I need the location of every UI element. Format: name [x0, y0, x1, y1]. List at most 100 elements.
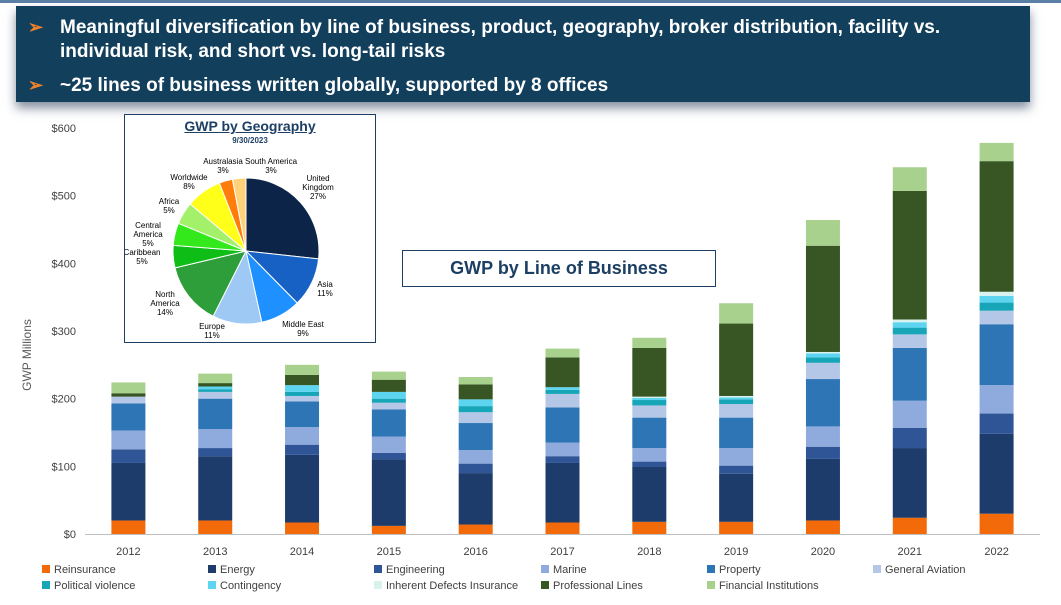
- bar-segment-engineering: [458, 463, 493, 474]
- y-tick-label: $0: [64, 529, 76, 541]
- bar-segment-contingency: [632, 397, 667, 401]
- bar-segment-marine: [198, 429, 233, 449]
- bar-segment-professional-lines: [285, 374, 320, 386]
- bar-segment-reinsurance: [892, 517, 927, 534]
- top-rule: [0, 0, 1061, 3]
- legend-label: Engineering: [386, 564, 445, 576]
- pie-slice-north-america: [174, 250, 247, 317]
- bar-segment-reinsurance: [805, 520, 840, 534]
- bar-segment-inherent-defects-insurance: [632, 396, 667, 398]
- bar-segment-political-violence: [371, 398, 406, 403]
- legend-item: Energy: [208, 563, 255, 577]
- legend-swatch: [707, 581, 715, 589]
- bar-segment-political-violence: [632, 400, 667, 406]
- bar-segment-marine: [805, 426, 840, 447]
- legend-swatch: [707, 565, 715, 573]
- x-tick-label: 2013: [203, 546, 227, 558]
- bar-segment-reinsurance: [111, 520, 146, 534]
- bar-segment-property: [979, 324, 1014, 386]
- pie-slice-label: Middle East 9%: [282, 320, 325, 338]
- bar-segment-energy: [198, 456, 233, 521]
- bar-segment-marine: [111, 430, 146, 450]
- bar-segment-marine: [371, 436, 406, 453]
- bar-segment-inherent-defects-insurance: [892, 319, 927, 323]
- bar-segment-contingency: [458, 399, 493, 407]
- bar-segment-property: [371, 409, 406, 437]
- bar-segment-marine: [285, 427, 320, 445]
- bar-segment-energy: [632, 467, 667, 522]
- bar-segment-reinsurance: [285, 522, 320, 534]
- legend-swatch: [873, 565, 881, 573]
- pie-slice-label: Australasia 3%: [203, 157, 243, 175]
- legend-label: Contingency: [220, 580, 282, 592]
- bar-segment-energy: [719, 473, 754, 522]
- bar-segment-property: [285, 401, 320, 428]
- x-tick-label: 2019: [724, 546, 748, 558]
- bar-segment-marine: [719, 448, 754, 466]
- bar-segment-marine: [892, 400, 927, 428]
- bar-segment-reinsurance: [371, 525, 406, 534]
- bar-segment-financial-institutions: [719, 303, 754, 324]
- bar-segment-financial-institutions: [371, 371, 406, 380]
- bar-segment-contingency: [719, 397, 754, 400]
- bar-segment-property: [545, 407, 580, 443]
- bar-segment-general-aviation: [632, 405, 667, 418]
- legend-label: Inherent Defects Insurance: [386, 580, 519, 592]
- legend-label: Financial Institutions: [719, 580, 819, 592]
- bar-segment-professional-lines: [805, 245, 840, 352]
- legend-item: Reinsurance: [42, 563, 116, 577]
- pie-slice-label: Central America 5%: [133, 221, 163, 248]
- pie-slice-label: Worldwide 8%: [170, 173, 208, 191]
- geography-pie-panel: GWP by Geography 9/30/2023 United Kingdom…: [124, 114, 376, 343]
- geography-pie-chart: United Kingdom 27% Asia 11% Middle East 9% Euro…: [125, 157, 334, 340]
- bar-segment-professional-lines: [198, 383, 233, 387]
- bar-segment-financial-institutions: [285, 364, 320, 375]
- bar-segment-reinsurance: [545, 522, 580, 534]
- bar-segment-contingency: [805, 353, 840, 358]
- bar-segment-engineering: [285, 444, 320, 455]
- x-tick-label: 2015: [377, 546, 401, 558]
- bar-segment-energy: [979, 433, 1014, 514]
- bar-segment-reinsurance: [632, 521, 667, 534]
- bar-segment-general-aviation: [719, 404, 754, 418]
- x-tick-label: 2018: [637, 546, 661, 558]
- bar-segment-property: [458, 423, 493, 451]
- y-tick-label: $600: [52, 123, 76, 135]
- bar-segment-professional-lines: [632, 347, 667, 397]
- banner-bullet-2: ~25 lines of business written globally, …: [60, 75, 609, 96]
- bar-segment-general-aviation: [892, 334, 927, 348]
- x-tick-label: 2021: [898, 546, 922, 558]
- bar-segment-general-aviation: [805, 362, 840, 380]
- bar-segment-general-aviation: [545, 393, 580, 408]
- bar-segment-professional-lines: [371, 379, 406, 392]
- bar-segment-contingency: [979, 295, 1014, 303]
- bar-segment-professional-lines: [458, 384, 493, 400]
- bar-segment-general-aviation: [458, 412, 493, 424]
- lob-chart-title: GWP by Line of Business: [402, 250, 716, 287]
- bar-segment-reinsurance: [198, 520, 233, 534]
- bar-segment-inherent-defects-insurance: [979, 291, 1014, 296]
- bar-segment-professional-lines: [545, 357, 580, 388]
- bar-segment-general-aviation: [285, 395, 320, 402]
- legend-label: Marine: [553, 564, 587, 576]
- x-tick-label: 2022: [984, 546, 1008, 558]
- bar-segment-contingency: [198, 386, 233, 390]
- bar-segment-contingency: [892, 322, 927, 328]
- bar-segment-financial-institutions: [979, 142, 1014, 162]
- bar-segment-professional-lines: [111, 393, 146, 397]
- bar-segment-engineering: [632, 461, 667, 468]
- bar-segment-property: [892, 347, 927, 401]
- pie-slice-label: Europe 11%: [199, 322, 225, 340]
- pie-title: GWP by Geography: [184, 118, 316, 134]
- bar-segment-professional-lines: [979, 161, 1014, 292]
- pie-slice-label: South America 3%: [245, 157, 298, 175]
- pie-slice-label: United Kingdom 27%: [302, 174, 334, 201]
- bar-segment-political-violence: [892, 327, 927, 335]
- bar-segment-general-aviation: [111, 396, 146, 404]
- pie-slice-label: Caribbean 5%: [125, 248, 160, 266]
- bar-segment-political-violence: [285, 391, 320, 396]
- bar-segment-energy: [111, 462, 146, 521]
- bar-segment-energy: [458, 473, 493, 525]
- bar-segment-reinsurance: [719, 521, 754, 534]
- bar-segment-property: [111, 403, 146, 431]
